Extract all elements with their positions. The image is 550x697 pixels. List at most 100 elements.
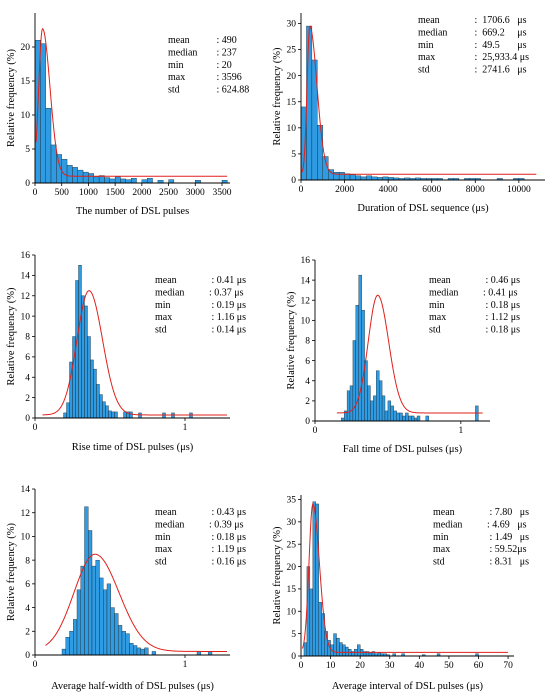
stat-name: max (429, 312, 446, 323)
histogram-bar (99, 577, 104, 656)
histogram-bar (367, 385, 371, 422)
stat-name: median (418, 27, 447, 38)
stat-value: : 0.37 μs (209, 287, 244, 298)
stat-value: : 490 (214, 35, 237, 46)
histogram-bar (81, 295, 85, 419)
x-tick-label: 60 (474, 661, 484, 671)
y-tick-label: 8 (25, 556, 30, 566)
fit-curve (42, 290, 227, 416)
stat-value: : 0.19 μs (209, 300, 246, 311)
y-tick-label: 12 (21, 292, 31, 302)
histogram-bar (413, 417, 418, 422)
stat-name: max (155, 544, 172, 555)
histogram-bar (303, 642, 308, 657)
y-tick-label: 10 (21, 111, 31, 121)
histogram-bar (63, 412, 67, 419)
x-tick-label: 2000 (132, 188, 151, 198)
histogram-bar (387, 400, 392, 422)
histogram-bar (376, 370, 380, 422)
histogram-bar (110, 607, 115, 656)
stat-name: std (433, 557, 445, 568)
y-tick-label: 20 (287, 563, 297, 573)
histogram-bar (108, 410, 112, 419)
histogram-bar (208, 651, 213, 656)
stat-value: : 1.16 μs (209, 312, 246, 323)
x-tick-label: 70 (503, 661, 513, 671)
stat-value: : 0.16 μs (209, 557, 246, 568)
histogram-bar (133, 645, 138, 656)
y-tick-label: 10 (287, 124, 297, 134)
stat-value: : 8.31 μs (487, 557, 529, 568)
x-tick-label: 0 (299, 185, 304, 195)
histogram-bar (306, 25, 313, 181)
histogram-bar (384, 410, 389, 422)
x-axis-label: Duration of DSL sequence (μs) (357, 203, 489, 214)
y-tick-label: 16 (301, 256, 311, 266)
histogram-bar (96, 384, 100, 419)
histogram-panel: 0 2 4 6 8 10 12 14 16 0 1 Fall time of DSL pulses (… (286, 256, 520, 455)
histogram-bar (168, 179, 175, 184)
histogram-bar (318, 602, 322, 657)
histogram-bar (69, 631, 74, 656)
histogram-bar (141, 179, 148, 184)
y-tick-label: 25 (287, 540, 297, 550)
y-tick-label: 10 (301, 317, 311, 327)
y-tick-label: 0 (25, 414, 30, 424)
stat-value: : 0.39 μs (209, 519, 244, 530)
y-tick-label: 15 (287, 585, 297, 595)
x-tick-label: 8000 (466, 185, 485, 195)
histogram-bar (338, 171, 345, 181)
stat-name: mean (168, 35, 190, 46)
y-tick-label: 5 (25, 145, 30, 155)
stat-value: : 1.49 μs (487, 532, 529, 543)
y-tick-label: 10 (287, 607, 297, 617)
fit-curve (336, 294, 483, 414)
histogram-bar (76, 589, 81, 656)
histogram-bar (90, 359, 94, 419)
histogram-bar (114, 613, 119, 656)
stat-name: std (155, 325, 167, 336)
y-tick-label: 0 (305, 417, 310, 427)
x-tick-label: 2500 (159, 188, 178, 198)
histogram-bar (382, 176, 389, 181)
stat-name: median (168, 47, 197, 58)
histogram-bar (360, 176, 367, 181)
histogram-bar (88, 530, 93, 656)
stat-name: median (155, 519, 184, 530)
histogram-bar (333, 171, 340, 181)
stat-value: : 4.69 μs (487, 519, 527, 530)
stat-value: : 25,933.4 μs (472, 52, 529, 63)
y-tick-label: 10 (21, 533, 31, 543)
histogram-bar (309, 588, 314, 657)
histogram-bar (120, 178, 126, 184)
histogram-bar (78, 265, 82, 419)
histogram-bar (140, 648, 145, 656)
x-tick-label: 1500 (106, 188, 125, 198)
stat-name: max (155, 312, 172, 323)
stat-name: std (168, 85, 180, 96)
stat-value: : 0.46 μs (483, 275, 520, 286)
stat-name: min (168, 60, 184, 71)
histogram-bar (196, 651, 201, 656)
stat-name: min (155, 532, 171, 543)
y-tick-label: 6 (25, 580, 30, 590)
y-tick-label: 0 (25, 651, 30, 661)
stat-name: median (155, 287, 184, 298)
histogram-bar (111, 411, 115, 419)
histogram-bar (345, 646, 349, 657)
y-tick-label: 5 (291, 150, 296, 160)
x-tick-label: 3000 (186, 188, 205, 198)
y-axis-label: Relative frequency (%) (6, 287, 17, 385)
histogram-bar (358, 274, 362, 422)
x-tick-label: 20 (355, 661, 365, 671)
stat-name: max (418, 52, 435, 63)
histogram-bar (377, 652, 382, 657)
histogram-bar (144, 647, 149, 656)
histogram-bar (82, 171, 89, 184)
histogram-bar (151, 651, 156, 656)
histogram-bar (381, 395, 386, 422)
histogram-bar (390, 405, 394, 422)
histogram-bar (129, 411, 133, 419)
y-tick-label: 14 (21, 485, 31, 495)
histogram-bar (87, 336, 91, 419)
